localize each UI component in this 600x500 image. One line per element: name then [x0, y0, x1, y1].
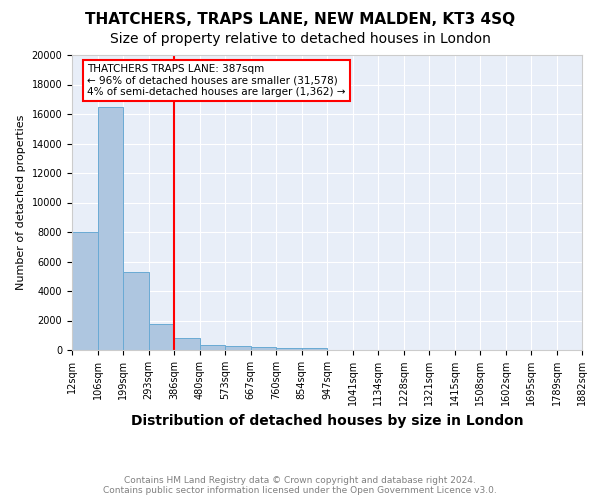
- X-axis label: Distribution of detached houses by size in London: Distribution of detached houses by size …: [131, 414, 523, 428]
- Text: THATCHERS TRAPS LANE: 387sqm
← 96% of detached houses are smaller (31,578)
4% of: THATCHERS TRAPS LANE: 387sqm ← 96% of de…: [88, 64, 346, 97]
- Text: Contains HM Land Registry data © Crown copyright and database right 2024.
Contai: Contains HM Land Registry data © Crown c…: [103, 476, 497, 495]
- Bar: [225, 346, 251, 350]
- Text: Size of property relative to detached houses in London: Size of property relative to detached ho…: [110, 32, 490, 46]
- Bar: [276, 348, 302, 350]
- Bar: [199, 345, 225, 350]
- Bar: [251, 347, 276, 350]
- Bar: [302, 348, 327, 350]
- Bar: [174, 338, 199, 350]
- Bar: [97, 106, 123, 350]
- Y-axis label: Number of detached properties: Number of detached properties: [16, 115, 26, 290]
- Bar: [72, 232, 97, 350]
- Text: THATCHERS, TRAPS LANE, NEW MALDEN, KT3 4SQ: THATCHERS, TRAPS LANE, NEW MALDEN, KT3 4…: [85, 12, 515, 28]
- Bar: [123, 272, 149, 350]
- Bar: [149, 324, 174, 350]
